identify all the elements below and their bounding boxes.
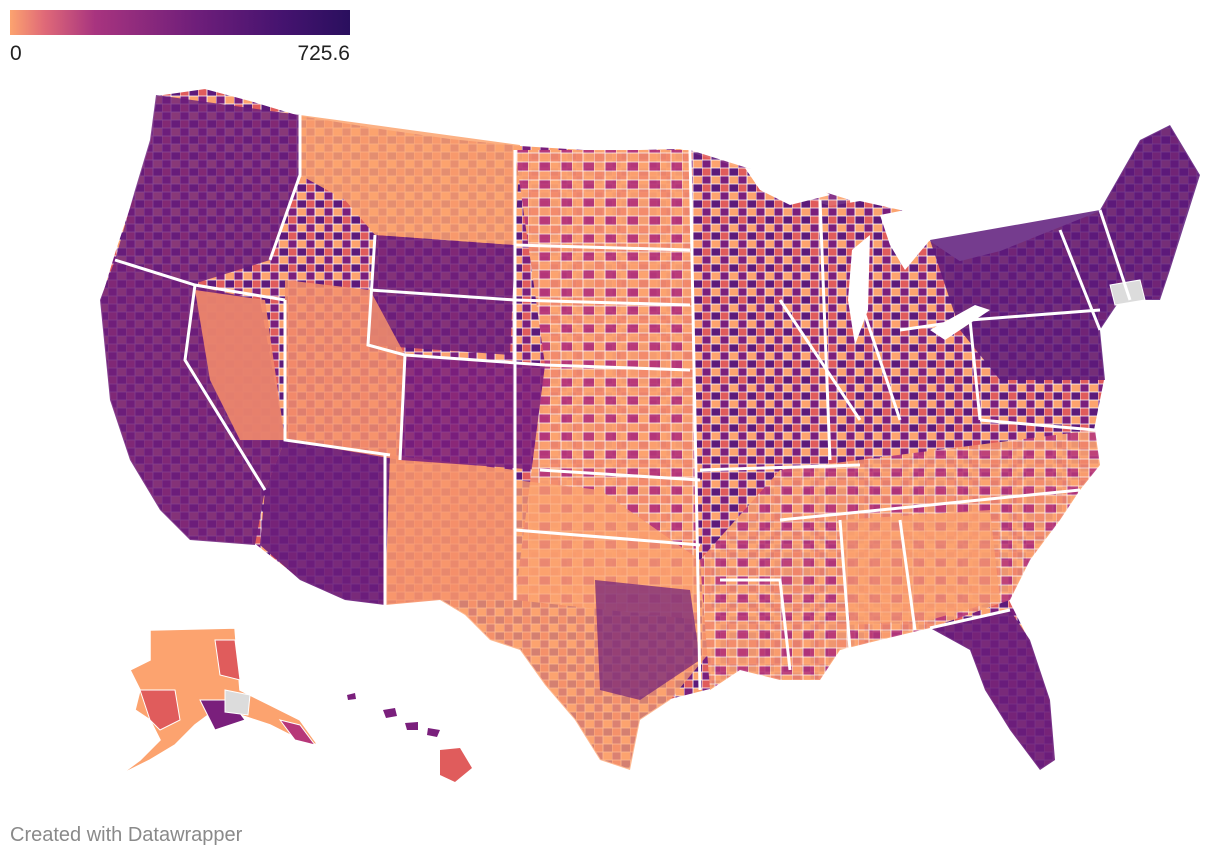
legend-min-label: 0 (10, 42, 22, 65)
region-texas-east (595, 580, 700, 700)
region-nevada-center (195, 290, 285, 440)
region-montana (300, 115, 520, 245)
region-new-mexico (385, 455, 515, 605)
alaska-inset (119, 627, 320, 776)
region-idaho-oregon (115, 95, 300, 285)
region-colorado (400, 355, 545, 470)
region-georgia-alabama (840, 510, 1000, 625)
region-midwest (690, 150, 860, 470)
region-texas (440, 480, 720, 770)
region-arizona (260, 440, 390, 605)
legend-max-label: 725.6 (297, 42, 350, 65)
great-lakes-huron (880, 210, 930, 270)
hawaii-inset (347, 693, 472, 782)
great-lakes-superior (745, 168, 830, 205)
region-utah (285, 280, 405, 460)
region-florida (930, 610, 1055, 770)
region-northeast (930, 125, 1200, 380)
legend-gradient-bar (10, 10, 350, 35)
datawrapper-credit: Created with Datawrapper (10, 824, 243, 846)
color-legend: 0 725.6 (10, 10, 350, 68)
state-borders (114, 115, 1132, 691)
